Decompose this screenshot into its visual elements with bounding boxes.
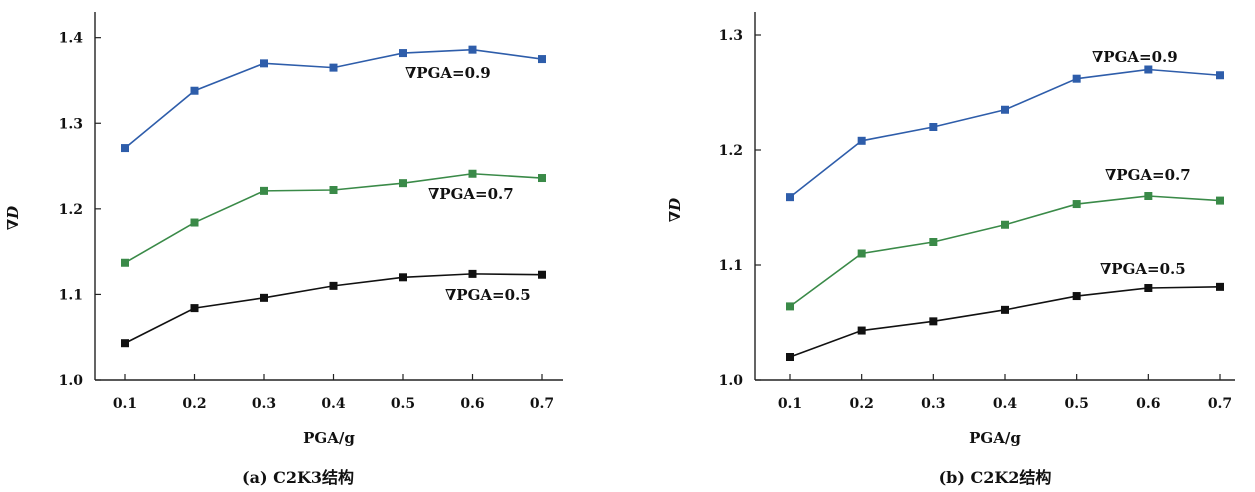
series-0: ∇PGA=0.9 bbox=[786, 48, 1224, 202]
data-point-marker bbox=[786, 353, 794, 361]
x-tick-label: 0.3 bbox=[252, 396, 276, 412]
data-point-marker bbox=[468, 269, 477, 278]
x-tick-label: 0.5 bbox=[391, 396, 415, 412]
data-point-marker bbox=[538, 174, 546, 183]
data-point-marker bbox=[1216, 282, 1224, 291]
data-point-marker bbox=[190, 304, 199, 313]
x-axis-title: PGA/g bbox=[969, 429, 1021, 447]
data-point-marker bbox=[1216, 196, 1224, 205]
data-point-marker bbox=[190, 86, 199, 95]
x-tick-label: 0.6 bbox=[460, 396, 484, 412]
data-point-marker bbox=[399, 179, 407, 188]
x-tick-label: 0.2 bbox=[849, 396, 873, 412]
x-axis-title: PGA/g bbox=[303, 429, 355, 447]
series-1: ∇PGA=0.7 bbox=[121, 169, 546, 267]
data-point-marker bbox=[121, 339, 129, 348]
x-tick-label: 0.5 bbox=[1064, 396, 1088, 412]
x-tick-label: 0.1 bbox=[778, 396, 802, 412]
series-label: ∇PGA=0.9 bbox=[1092, 48, 1178, 66]
series-line bbox=[789, 195, 1221, 308]
series-label: ∇PGA=0.5 bbox=[1100, 260, 1186, 278]
data-point-marker bbox=[399, 49, 407, 58]
data-point-marker bbox=[1072, 74, 1081, 83]
data-point-marker bbox=[857, 326, 866, 335]
chart-caption: (a) C2K3结构 bbox=[242, 468, 354, 487]
x-tick-label: 0.4 bbox=[321, 396, 346, 412]
data-point-marker bbox=[260, 59, 268, 68]
series-label: ∇PGA=0.7 bbox=[428, 185, 514, 203]
data-point-marker bbox=[1144, 65, 1153, 74]
series-label: ∇PGA=0.7 bbox=[1105, 166, 1191, 184]
x-tick-label: 0.7 bbox=[1208, 396, 1232, 412]
data-point-marker bbox=[329, 281, 338, 290]
x-tick-label: 0.4 bbox=[993, 396, 1018, 412]
data-point-marker bbox=[857, 249, 866, 258]
y-tick-label: 1.4 bbox=[59, 31, 84, 47]
data-point-marker bbox=[468, 45, 477, 54]
y-tick-label: 1.1 bbox=[719, 258, 743, 274]
x-tick-label: 0.7 bbox=[530, 396, 554, 412]
y-tick-label: 1.3 bbox=[719, 28, 743, 44]
x-tick-label: 0.2 bbox=[182, 396, 206, 412]
x-tick-label: 0.1 bbox=[113, 396, 137, 412]
series-2: ∇PGA=0.5 bbox=[786, 260, 1224, 361]
data-point-marker bbox=[1144, 192, 1153, 200]
series-label: ∇PGA=0.5 bbox=[445, 286, 531, 304]
chart-panel-b: 1.0 1.1 1.2 1.3 0.1 0.2 0.3 0.4 0.5 0.6 0.7 PGA/g ∇D… bbox=[666, 12, 1235, 487]
data-point-marker bbox=[538, 270, 546, 279]
data-point-marker bbox=[1001, 105, 1009, 114]
data-point-marker bbox=[260, 293, 268, 302]
data-point-marker bbox=[1001, 220, 1009, 229]
series-label: ∇PGA=0.9 bbox=[405, 64, 491, 82]
x-tick-label: 0.6 bbox=[1136, 396, 1160, 412]
data-point-marker bbox=[1001, 305, 1009, 314]
series-0: ∇PGA=0.9 bbox=[121, 45, 546, 153]
data-point-marker bbox=[468, 169, 477, 178]
series-2: ∇PGA=0.5 bbox=[121, 269, 546, 348]
data-point-marker bbox=[1072, 200, 1081, 209]
data-point-marker bbox=[399, 273, 407, 282]
y-axis-title: ∇D bbox=[4, 206, 22, 230]
y-tick-label: 1.0 bbox=[59, 373, 84, 389]
data-point-marker bbox=[1144, 284, 1153, 292]
y-tick-label: 1.2 bbox=[719, 143, 743, 159]
data-point-marker bbox=[121, 258, 129, 267]
series-1: ∇PGA=0.7 bbox=[786, 166, 1224, 311]
y-tick-label: 1.3 bbox=[59, 116, 83, 132]
y-axis-title: ∇D bbox=[666, 198, 684, 222]
series-line bbox=[789, 286, 1221, 358]
data-point-marker bbox=[260, 186, 268, 195]
chart-panel-a: 1.0 1.1 1.2 1.3 1.4 0.1 0.2 0.3 0.4 0.5 0.6 0.7 PGA/… bbox=[4, 12, 563, 487]
data-point-marker bbox=[786, 193, 794, 202]
data-point-marker bbox=[538, 55, 546, 64]
y-tick-label: 1.1 bbox=[59, 287, 83, 303]
data-point-marker bbox=[929, 317, 938, 326]
data-point-marker bbox=[1216, 71, 1224, 80]
data-point-marker bbox=[786, 302, 794, 311]
data-point-marker bbox=[1072, 292, 1081, 301]
data-point-marker bbox=[329, 63, 338, 72]
y-tick-label: 1.2 bbox=[59, 202, 83, 218]
data-point-marker bbox=[329, 186, 338, 195]
data-point-marker bbox=[121, 144, 129, 153]
x-tick-label: 0.3 bbox=[921, 396, 945, 412]
data-point-marker bbox=[929, 123, 938, 131]
data-point-marker bbox=[929, 238, 938, 246]
data-point-marker bbox=[857, 136, 866, 145]
chart-caption: (b) C2K2结构 bbox=[939, 468, 1052, 487]
y-tick-label: 1.0 bbox=[719, 373, 744, 389]
data-point-marker bbox=[190, 218, 199, 227]
